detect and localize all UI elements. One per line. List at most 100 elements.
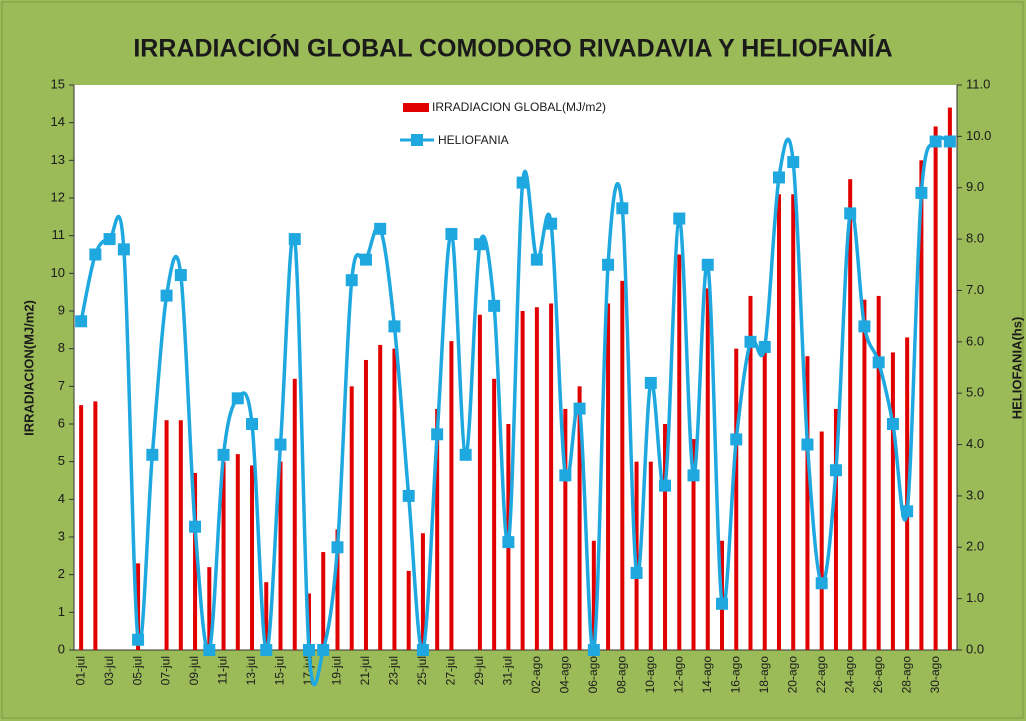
- line-marker: [431, 428, 444, 441]
- bar: [677, 254, 682, 650]
- y-tick-label: 14: [51, 114, 65, 129]
- bar: [577, 386, 582, 650]
- x-tick-label: 22-ago: [814, 656, 828, 694]
- y-tick-label: 0: [58, 641, 65, 656]
- y2-tick-label: 2.0: [966, 539, 984, 554]
- y-tick-label: 3: [58, 528, 65, 543]
- bar: [207, 567, 212, 650]
- y-tick-label: 13: [51, 152, 65, 167]
- x-tick-label: 26-ago: [871, 656, 885, 694]
- bar: [178, 420, 183, 650]
- bar: [862, 299, 867, 650]
- line-marker: [189, 520, 202, 533]
- line-marker: [75, 315, 88, 328]
- bar: [805, 356, 810, 650]
- y-tick-label: 2: [58, 566, 65, 581]
- line-marker: [744, 335, 757, 348]
- bar: [363, 359, 368, 650]
- line-marker: [345, 274, 358, 287]
- x-tick-label: 10-ago: [643, 656, 657, 694]
- x-tick-label: 13-jul: [244, 656, 258, 685]
- x-tick-label: 03-jul: [102, 656, 116, 685]
- line-marker: [103, 233, 116, 246]
- bar: [534, 307, 539, 650]
- line-marker: [388, 320, 401, 333]
- line-marker: [274, 438, 287, 451]
- line-marker: [673, 212, 686, 225]
- line-marker: [886, 418, 899, 430]
- line-marker: [943, 135, 956, 148]
- legend-swatch: [403, 103, 429, 112]
- bar: [349, 386, 354, 650]
- y-tick-label: 10: [51, 265, 65, 280]
- bar: [449, 341, 454, 650]
- bar: [477, 314, 482, 650]
- x-tick-label: 06-ago: [586, 656, 600, 694]
- bar: [321, 552, 326, 650]
- line-marker: [374, 222, 387, 235]
- bar: [563, 408, 568, 650]
- bar: [833, 408, 838, 650]
- y-tick-label: 1: [58, 604, 65, 619]
- line-marker: [659, 479, 672, 492]
- line-marker: [587, 644, 600, 656]
- y2-tick-label: 3.0: [966, 487, 984, 502]
- bar: [278, 461, 283, 650]
- line-marker: [459, 448, 472, 461]
- line-marker: [559, 469, 572, 482]
- x-tick-label: 18-ago: [757, 656, 771, 694]
- line-marker: [331, 541, 344, 554]
- line-marker: [317, 644, 330, 656]
- line-marker: [516, 176, 529, 189]
- bar: [919, 160, 924, 651]
- bar: [378, 344, 383, 650]
- x-tick-label: 21-jul: [358, 656, 372, 685]
- line-marker: [203, 644, 216, 656]
- bar: [250, 465, 255, 650]
- x-tick-label: 02-ago: [529, 656, 543, 694]
- line-marker: [174, 269, 187, 282]
- x-tick-label: 01-jul: [73, 656, 87, 685]
- line-marker: [231, 392, 244, 405]
- bar: [264, 582, 269, 650]
- y-tick-label: 6: [58, 415, 65, 430]
- x-tick-label: 23-jul: [387, 656, 401, 685]
- bar: [947, 107, 952, 651]
- x-tick-label: 19-jul: [330, 656, 344, 685]
- line-marker: [829, 464, 842, 477]
- line-marker: [146, 448, 159, 461]
- x-tick-label: 30-ago: [928, 656, 942, 694]
- bar: [406, 570, 411, 650]
- y-tick-label: 8: [58, 340, 65, 355]
- line-marker: [787, 156, 800, 169]
- bar: [193, 472, 198, 650]
- bar: [705, 288, 710, 650]
- line-marker: [288, 233, 301, 246]
- bar: [819, 431, 824, 650]
- line-marker: [89, 248, 102, 261]
- line-marker: [844, 207, 857, 220]
- line-marker: [160, 289, 173, 302]
- chart-title: IRRADIACIÓN GLOBAL COMODORO RIVADAVIA Y …: [133, 33, 892, 63]
- line-marker: [502, 536, 515, 549]
- line-marker: [445, 227, 458, 240]
- bar: [620, 280, 625, 650]
- line-marker: [901, 505, 914, 518]
- bar: [691, 439, 696, 650]
- line-marker: [758, 340, 771, 353]
- line-marker: [473, 238, 486, 251]
- bar: [933, 126, 938, 650]
- y2-tick-label: 8.0: [966, 231, 984, 246]
- line-marker: [716, 597, 729, 610]
- line-marker: [545, 217, 558, 230]
- y2-axis-label: HELIOFANIA(hs): [1009, 317, 1024, 420]
- bar: [79, 405, 84, 650]
- line-marker: [858, 320, 871, 333]
- y2-tick-label: 0.0: [966, 641, 984, 656]
- bar: [435, 408, 440, 650]
- line-marker: [815, 577, 828, 590]
- bar: [648, 461, 653, 650]
- y2-tick-label: 11.0: [966, 76, 990, 91]
- y2-tick-label: 1.0: [966, 590, 984, 605]
